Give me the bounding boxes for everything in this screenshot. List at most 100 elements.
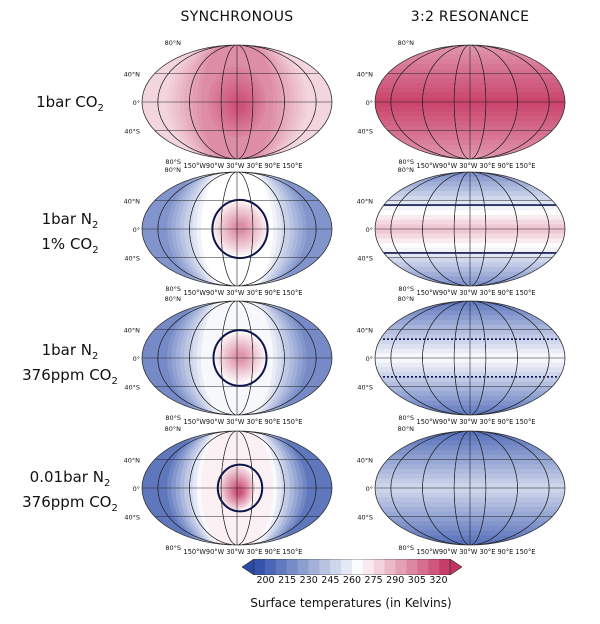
map-resonance-001bar-n2-376ppm: 80°N 40°N 0° 40°S 80°S 150°W90°W 30°W 30°E 90… <box>357 425 566 567</box>
lat-label: 80°S <box>165 285 181 293</box>
colorbar-segment <box>406 559 418 575</box>
lat-label: 80°N <box>398 166 415 174</box>
colorbar <box>241 558 463 579</box>
lon-labels: 150°W90°W 30°W 30°E 90°E 150°E <box>184 418 303 426</box>
lat-label: 80°N <box>165 39 182 47</box>
colorbar-segment <box>341 559 353 575</box>
colorbar-tick-label: 260 <box>342 575 362 586</box>
map-svg: 80°N 40°N 0° 40°S 80°S 150°W90°W 30°W 30°E 90… <box>357 166 566 297</box>
lat-label: 0° <box>133 485 140 493</box>
colorbar-tick-label: 320 <box>429 575 448 586</box>
colorbar-ticks: 200 215 230 245 260 275 290 305 320 <box>0 575 600 589</box>
lat-label: 80°S <box>165 544 181 552</box>
colorbar-title: Surface temperatures (in Kelvins) <box>250 596 452 610</box>
lat-label: 80°S <box>398 285 414 293</box>
map-svg: 80°N 40°N 0° 40°S 80°S 150°W90°W 30°W 30°E 90… <box>124 295 333 426</box>
lat-label: 80°S <box>398 414 414 422</box>
colorbar-tick-label: 290 <box>386 575 405 586</box>
colorbar-segment <box>428 559 440 575</box>
lat-label: 40°N <box>124 327 141 335</box>
lon-labels: 150°W90°W 30°W 30°E 90°E 150°E <box>417 548 536 556</box>
lat-label: 0° <box>366 485 373 493</box>
lat-label: 80°N <box>165 425 182 433</box>
map-svg: 80°N 40°N 0° 40°S 80°S 150°W90°W 30°W 30°E 90… <box>357 295 566 426</box>
lat-label: 0° <box>133 355 140 363</box>
colorbar-svg <box>241 558 463 576</box>
colorbar-segment <box>330 559 342 575</box>
lat-label: 40°N <box>124 457 141 465</box>
lat-label: 40°S <box>357 255 373 263</box>
lon-labels: 150°W90°W 30°W 30°E 90°E 150°E <box>184 548 303 556</box>
lat-label: 40°S <box>124 255 140 263</box>
lon-labels: 150°W90°W 30°W 30°E 90°E 150°E <box>417 418 536 426</box>
map-synchronous-1bar-n2-376ppm: 80°N 40°N 0° 40°S 80°S 150°W90°W 30°W 30°E 90… <box>124 295 333 437</box>
colorbar-segment <box>319 559 331 575</box>
map-svg: 80°N 40°N 0° 40°S 80°S 150°W90°W 30°W 30°E 90… <box>357 39 566 170</box>
lon-labels: 150°W90°W 30°W 30°E 90°E 150°E <box>184 162 303 170</box>
lat-label: 40°N <box>124 198 141 206</box>
lat-label: 80°S <box>165 414 181 422</box>
lat-label: 80°N <box>398 425 415 433</box>
lat-label: 0° <box>133 226 140 234</box>
row-label-1: 1bar CO2 <box>36 93 104 114</box>
map-synchronous-001bar-n2-376ppm: 80°N 40°N 0° 40°S 80°S 150°W90°W 30°W 30°E 90… <box>124 425 333 567</box>
map-svg: 80°N 40°N 0° 40°S 80°S 150°W90°W 30°W 30°E 90… <box>124 166 333 297</box>
colorbar-segment <box>395 559 407 575</box>
lat-label: 80°N <box>165 295 182 303</box>
lat-label: 40°N <box>357 457 374 465</box>
lat-label: 80°N <box>398 295 415 303</box>
map-svg: 80°N 40°N 0° 40°S 80°S 150°W90°W 30°W 30°E 90… <box>124 39 333 170</box>
lat-label: 40°S <box>357 128 373 136</box>
lat-label: 80°S <box>398 158 414 166</box>
lat-label: 40°N <box>124 71 141 79</box>
lat-label: 0° <box>366 99 373 107</box>
colorbar-tick-label: 305 <box>407 575 426 586</box>
lat-label: 80°N <box>398 39 415 47</box>
map-svg: 80°N 40°N 0° 40°S 80°S 150°W90°W 30°W 30°E 90… <box>124 425 333 556</box>
colorbar-segment <box>352 559 364 575</box>
lon-labels: 150°W90°W 30°W 30°E 90°E 150°E <box>184 289 303 297</box>
map-resonance-1bar-n2-376ppm: 80°N 40°N 0° 40°S 80°S 150°W90°W 30°W 30°E 90… <box>357 295 566 437</box>
column-header-resonance: 3:2 RESONANCE <box>410 9 530 25</box>
colorbar-min-arrow <box>241 558 255 576</box>
lat-label: 0° <box>366 355 373 363</box>
lat-label: 0° <box>366 226 373 234</box>
row-label-2: 1bar N2 1% CO2 <box>41 210 99 256</box>
colorbar-segment <box>264 559 277 575</box>
map-svg: 80°N 40°N 0° 40°S 80°S 150°W90°W 30°W 30°E 90… <box>357 425 566 556</box>
colorbar-tick-label: 200 <box>256 575 275 586</box>
lat-label: 80°S <box>165 158 181 166</box>
lon-labels: 150°W90°W 30°W 30°E 90°E 150°E <box>417 162 536 170</box>
lat-label: 80°N <box>165 166 182 174</box>
colorbar-segment <box>417 559 429 575</box>
colorbar-segment <box>275 559 288 575</box>
lat-label: 40°N <box>357 71 374 79</box>
colorbar-segment <box>439 559 451 575</box>
map-resonance-1bar-n2-1pct-co2: 80°N 40°N 0° 40°S 80°S 150°W90°W 30°W 30°E 90… <box>357 166 566 308</box>
colorbar-segment <box>373 559 386 575</box>
colorbar-tick-label: 230 <box>299 575 318 586</box>
lon-labels: 150°W90°W 30°W 30°E 90°E 150°E <box>417 289 536 297</box>
colorbar-tick-label: 245 <box>321 575 340 586</box>
lat-label: 40°S <box>124 128 140 136</box>
lat-label: 80°S <box>398 544 414 552</box>
lat-label: 40°S <box>124 514 140 522</box>
colorbar-segment <box>308 559 320 575</box>
colorbar-max-arrow <box>449 558 463 576</box>
colorbar-segment <box>254 559 266 575</box>
colorbar-segment <box>384 559 397 575</box>
map-synchronous-1bar-co2: 80°N 40°N 0° 40°S 80°S 150°W90°W 30°W 30°E 90… <box>124 39 333 181</box>
lat-label: 40°N <box>357 198 374 206</box>
map-resonance-1bar-co2: 80°N 40°N 0° 40°S 80°S 150°W90°W 30°W 30°E 90… <box>357 39 566 181</box>
colorbar-tick-label: 275 <box>364 575 383 586</box>
lat-label: 40°S <box>124 384 140 392</box>
map-synchronous-1bar-n2-1pct-co2: 80°N 40°N 0° 40°S 80°S 150°W90°W 30°W 30°E 90… <box>124 166 333 308</box>
row-label-4: 0.01bar N2 376ppm CO2 <box>22 468 118 514</box>
colorbar-segment <box>297 559 309 575</box>
row-label-3: 1bar N2 376ppm CO2 <box>22 341 118 387</box>
lat-label: 40°S <box>357 514 373 522</box>
colorbar-tick-label: 215 <box>278 575 297 586</box>
lat-label: 40°N <box>357 327 374 335</box>
colorbar-segment <box>362 559 375 575</box>
lat-label: 0° <box>133 99 140 107</box>
